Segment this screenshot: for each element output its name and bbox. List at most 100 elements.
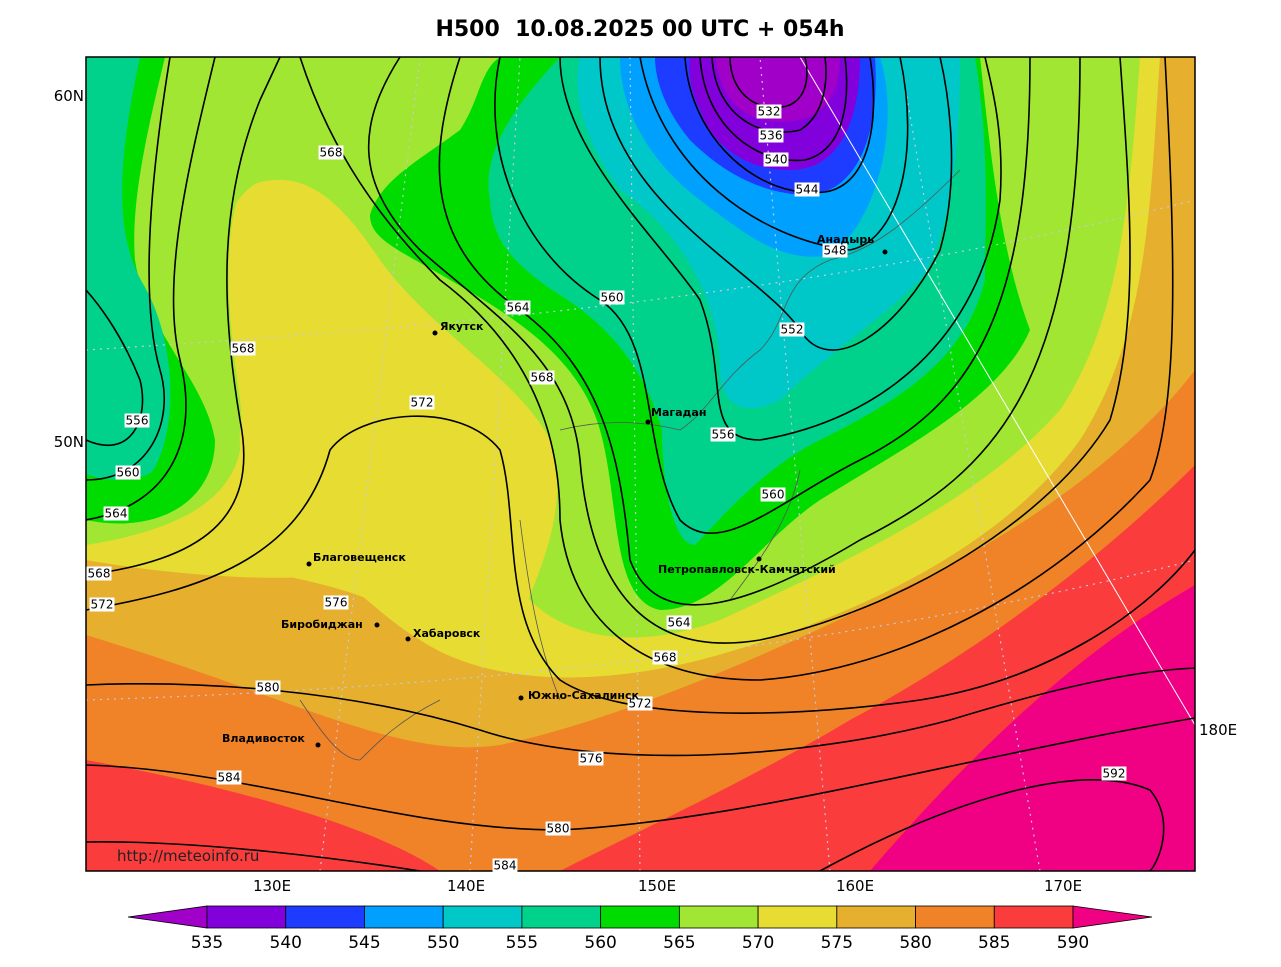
lat-label: 50N	[54, 433, 84, 451]
label-box	[578, 751, 604, 766]
label-box	[529, 370, 555, 385]
colorbar-tick-label: 550	[427, 933, 459, 953]
contour-label: 568	[88, 567, 111, 581]
colorbar-segment	[993, 905, 1074, 929]
contour-label: 560	[762, 488, 785, 502]
label-box	[758, 128, 784, 143]
city-dot	[306, 561, 312, 567]
colorbar-high	[1072, 905, 1153, 929]
contour-label: 580	[257, 681, 280, 695]
city-dot	[518, 695, 524, 701]
lat-label: 60N	[54, 87, 84, 105]
cities: Якутск Магадан Анадырь Благовещенск Биро…	[222, 233, 888, 748]
colorbar-tick-label: 560	[584, 933, 616, 953]
colorbar-tick-label: 545	[348, 933, 380, 953]
city-label: Якутск	[440, 320, 484, 333]
label-box	[409, 395, 435, 410]
label-box	[323, 595, 349, 610]
city-label: Хабаровск	[413, 627, 481, 640]
label-box	[115, 465, 141, 480]
label-box	[756, 104, 782, 119]
city-dot	[882, 249, 888, 255]
colorbar-segment	[915, 905, 995, 929]
contour-label: 592	[1103, 767, 1126, 781]
colorbar-tick-label: 570	[742, 933, 774, 953]
city-dot	[432, 330, 438, 336]
map-fill	[86, 57, 1195, 871]
contour-label: 532	[758, 105, 781, 119]
label-box	[255, 680, 281, 695]
label-box	[760, 487, 786, 502]
contour-label: 584	[218, 771, 241, 785]
contour-label: 572	[91, 598, 114, 612]
colorbar-tick-label: 540	[270, 933, 302, 953]
label-box	[627, 696, 653, 711]
contour-label: 540	[765, 153, 788, 167]
colorbar-tick-label: 555	[506, 933, 538, 953]
contour-label: 548	[824, 244, 847, 258]
label-box	[505, 300, 531, 315]
city-dot	[315, 742, 321, 748]
colorbar-segment	[600, 905, 680, 929]
label-box	[492, 858, 518, 873]
lon-label: 130E	[253, 877, 291, 895]
label-box	[216, 770, 242, 785]
label-box	[779, 322, 805, 337]
label-box	[822, 243, 848, 258]
colorbar-tick-label: 535	[191, 933, 223, 953]
label-box	[1101, 766, 1127, 781]
colorbar-segment	[757, 905, 838, 929]
colorbar-tick-label: 580	[899, 933, 931, 953]
colorbar-tick-label: 575	[821, 933, 853, 953]
colorbar-low	[127, 905, 208, 929]
contour-label: 568	[531, 371, 554, 385]
lon-label: 180E	[1199, 721, 1237, 739]
lon-label: 160E	[836, 877, 874, 895]
lon-label: 140E	[447, 877, 485, 895]
city-label: Петропавловск-Камчатский	[658, 563, 836, 576]
contour-label: 560	[601, 291, 624, 305]
title: H500 10.08.2025 00 UTC + 054h	[435, 17, 844, 42]
label-box	[230, 341, 256, 356]
label-box	[318, 145, 344, 160]
contour-label: 580	[547, 822, 570, 836]
contour-label: 576	[325, 596, 348, 610]
label-box	[599, 290, 625, 305]
city-label: Магадан	[651, 406, 706, 419]
contour-label: 568	[232, 342, 255, 356]
label-box	[545, 821, 571, 836]
label-box	[763, 152, 789, 167]
contour-label: 544	[796, 183, 819, 197]
city-dot	[374, 622, 380, 628]
city-dot	[645, 419, 651, 425]
colorbar-segment	[442, 905, 523, 929]
colorbar-segment	[206, 905, 287, 929]
label-box	[794, 182, 820, 197]
city-label: Биробиджан	[281, 618, 363, 631]
contour-label: 564	[668, 616, 691, 630]
contour-labels: 532 536 540 544 548 552 556 560 560 564 …	[86, 104, 1127, 873]
lon-label: 150E	[638, 877, 676, 895]
contour-label: 584	[494, 859, 517, 873]
contour-label: 568	[320, 146, 343, 160]
contour-label: 560	[117, 466, 140, 480]
contour-label: 564	[105, 507, 128, 521]
credit: http://meteoinfo.ru	[117, 847, 259, 865]
contour-label: 572	[629, 697, 652, 711]
city-dot	[405, 636, 411, 642]
label-box	[124, 413, 150, 428]
colorbar-tick-label: 585	[978, 933, 1010, 953]
city-label: Южно-Сахалинск	[528, 689, 639, 702]
city-dot	[756, 556, 762, 562]
label-box	[710, 427, 736, 442]
city-label: Анадырь	[817, 233, 874, 246]
contour-label: 556	[126, 414, 149, 428]
contour-label: 564	[507, 301, 530, 315]
lon-label: 170E	[1044, 877, 1082, 895]
city-label: Благовещенск	[313, 551, 406, 564]
label-box	[652, 650, 678, 665]
colorbar-tick-label: 590	[1057, 933, 1089, 953]
colorbar: 535 540 545 550 555 560 565 570 575 580 585 590	[127, 905, 1153, 953]
map-frame	[85, 56, 1196, 872]
